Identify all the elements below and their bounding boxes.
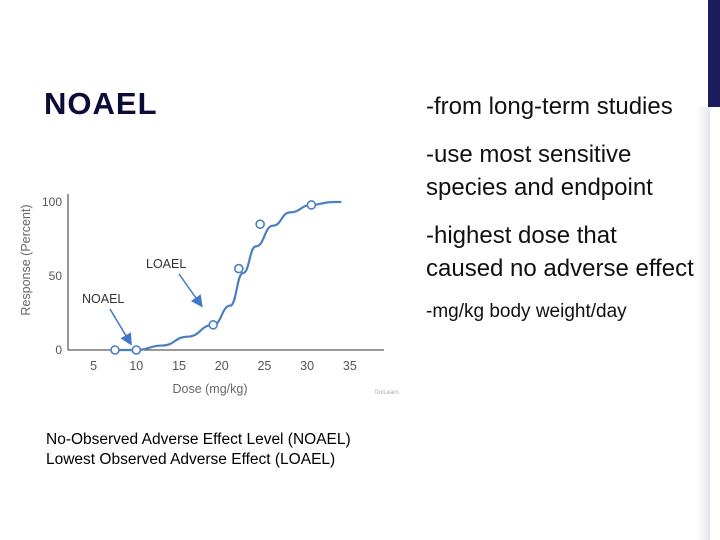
x-tick-label: 25 [257,359,271,373]
bullet-highest-dose: -highest dose that caused no adverse eff… [426,222,694,282]
data-point [110,345,120,355]
data-point [208,320,218,330]
accent-bar [708,0,720,107]
x-tick-label: 5 [90,359,97,373]
x-tick-label: 35 [343,359,357,373]
slide-title: NOAEL [44,86,158,121]
noael-annotation-label: NOAEL [82,292,124,306]
data-point [306,200,317,210]
loael-annotation-label: LOAEL [146,257,186,271]
bullet-long-term: -from long-term studies [426,93,673,120]
x-tick-label: 30 [300,359,314,373]
x-tick-label: 15 [172,359,186,373]
y-tick-label: 0 [55,343,62,357]
bullet-list: -from long-term studies -use most sensit… [426,90,696,339]
data-point [234,263,244,274]
x-tick-label: 10 [129,359,143,373]
x-tick-label: 20 [215,359,229,373]
dose-response-chart: 0 50 100 5 10 15 20 25 30 35 Dose (mg/kg) Response … [19,194,399,396]
x-axis-label: Dose (mg/kg) [172,382,247,396]
bullet-units: -mg/kg body weight/day [426,301,627,322]
data-point [131,345,142,355]
loael-arrow [178,273,203,308]
caption-loael: Lowest Observed Adverse Effect (LOAEL) [46,451,336,468]
caption: No-Observed Adverse Effect Level (NOAEL)… [46,430,351,470]
accent-shadow [696,107,710,540]
noael-arrow [109,308,132,346]
data-point [255,219,265,230]
watermark: ToxLearn [374,390,399,396]
caption-noael: No-Observed Adverse Effect Level (NOAEL) [46,431,351,448]
dose-response-curve [114,200,342,352]
y-tick-label: 50 [49,269,63,283]
bullet-sensitive-species: -use most sensitive species and endpoint [426,141,653,201]
y-tick-label: 100 [42,195,62,209]
y-axis-label: Response (Percent) [19,204,33,315]
